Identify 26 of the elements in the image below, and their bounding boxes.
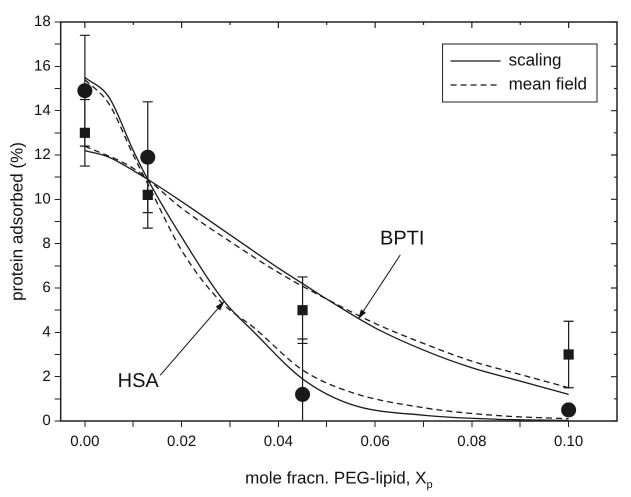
y-tick-label: 16 xyxy=(34,57,51,74)
legend-label: scaling xyxy=(508,50,562,70)
point xyxy=(77,83,92,98)
y-tick-label: 4 xyxy=(42,323,51,340)
y-tick-label: 12 xyxy=(34,146,51,164)
point xyxy=(80,128,90,138)
x-tick-label: 0.02 xyxy=(167,433,196,450)
y-tick-label: 18 xyxy=(34,13,51,30)
y-tick-label: 2 xyxy=(42,368,51,385)
y-tick-label: 8 xyxy=(42,234,51,252)
y-axis-title: protein adsorbed (%) xyxy=(8,142,27,301)
y-tick-label: 6 xyxy=(42,279,51,296)
x-tick-label: 0.10 xyxy=(554,433,584,450)
annotation: HSA xyxy=(118,370,160,392)
x-tick-label: 0.08 xyxy=(457,433,486,450)
legend-label: mean field xyxy=(508,74,588,94)
point xyxy=(297,305,308,316)
annotation: BPTI xyxy=(380,228,424,250)
y-tick-label: 14 xyxy=(34,102,51,119)
y-tick-label: 0 xyxy=(42,412,51,430)
y-tick-label: 10 xyxy=(34,190,51,208)
x-tick-label: 0.06 xyxy=(360,433,390,450)
x-tick-label: 0.00 xyxy=(70,433,100,450)
x-tick-label: 0.04 xyxy=(264,433,293,450)
point xyxy=(295,386,310,402)
point xyxy=(561,402,576,418)
